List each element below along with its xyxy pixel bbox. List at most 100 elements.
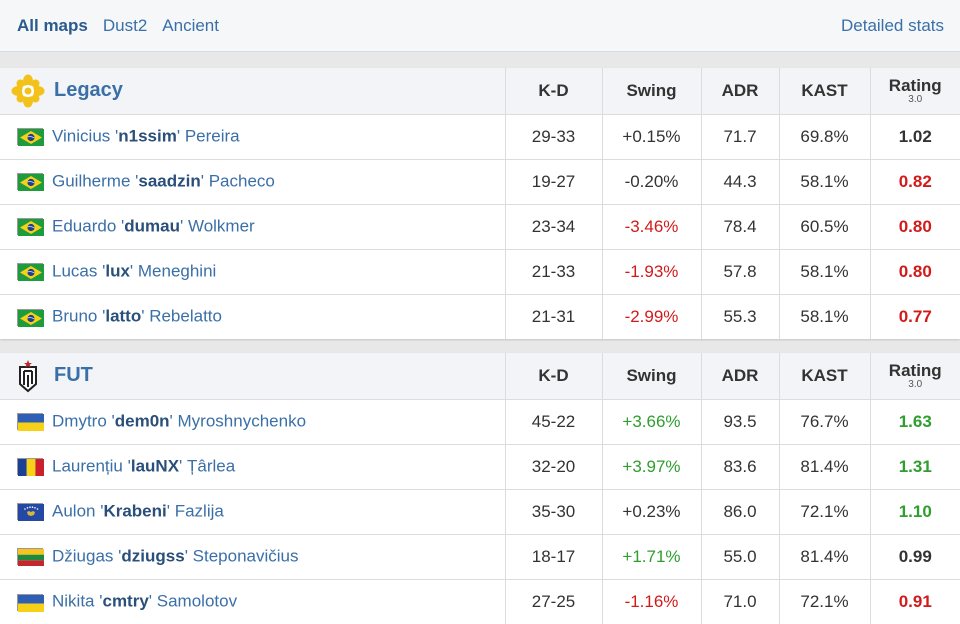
adr-cell: 55.3 <box>701 294 779 339</box>
rating-cell: 1.10 <box>870 489 960 534</box>
player-last-name: ' Meneghini <box>130 262 216 281</box>
kd-cell: 32-20 <box>505 444 602 489</box>
player-nick: lux <box>105 262 130 281</box>
flag-br-icon <box>17 309 43 326</box>
rating-cell: 1.31 <box>870 444 960 489</box>
player-link[interactable]: Aulon 'Krabeni' Fazlija <box>52 502 224 521</box>
col-swing: Swing <box>602 353 701 399</box>
tab-all-maps[interactable]: All maps <box>17 16 88 36</box>
detailed-stats-link[interactable]: Detailed stats <box>841 16 944 36</box>
player-link[interactable]: Vinicius 'n1ssim' Pereira <box>52 127 240 146</box>
flag-br-icon <box>17 263 43 280</box>
kast-cell: 81.4% <box>779 444 870 489</box>
adr-cell: 55.0 <box>701 534 779 579</box>
map-tabs: All maps Dust2 Ancient Detailed stats <box>0 0 960 52</box>
player-nick: cmtry <box>102 592 148 611</box>
player-first-name: Vinicius ' <box>52 127 118 146</box>
col-swing: Swing <box>602 68 701 114</box>
player-link[interactable]: Dmytro 'dem0n' Myroshnychenko <box>52 412 306 431</box>
kd-cell: 18-17 <box>505 534 602 579</box>
swing-cell: +3.97% <box>602 444 701 489</box>
adr-cell: 57.8 <box>701 249 779 294</box>
kd-cell: 21-31 <box>505 294 602 339</box>
table-row: Džiugas 'dziugss' Steponavičius 18-17+1.7… <box>0 534 960 579</box>
player-cell: Džiugas 'dziugss' Steponavičius <box>0 534 505 579</box>
kd-cell: 45-22 <box>505 399 602 444</box>
swing-cell: -0.20% <box>602 159 701 204</box>
legacy-logo-icon <box>10 73 46 109</box>
flag-ua-icon <box>17 413 43 430</box>
kast-cell: 69.8% <box>779 114 870 159</box>
player-first-name: Eduardo ' <box>52 217 124 236</box>
player-last-name: ' Samolotov <box>149 592 237 611</box>
rating-cell: 0.80 <box>870 204 960 249</box>
flag-xk-icon <box>17 503 43 520</box>
kast-cell: 72.1% <box>779 489 870 534</box>
kd-cell: 19-27 <box>505 159 602 204</box>
player-last-name: ' Pereira <box>177 127 240 146</box>
col-kast: KAST <box>779 68 870 114</box>
player-link[interactable]: Bruno 'latto' Rebelatto <box>52 307 222 326</box>
player-cell: Eduardo 'dumau' Wolkmer <box>0 204 505 249</box>
kast-cell: 58.1% <box>779 249 870 294</box>
player-first-name: Guilherme ' <box>52 172 138 191</box>
swing-cell: -3.46% <box>602 204 701 249</box>
fut-logo-icon <box>10 358 46 394</box>
player-cell: Nikita 'cmtry' Samolotov <box>0 579 505 624</box>
player-link[interactable]: Laurențiu 'lauNX' Țârlea <box>52 457 235 476</box>
tab-dust2[interactable]: Dust2 <box>103 16 147 36</box>
player-nick: dziugss <box>121 547 184 566</box>
player-cell: Dmytro 'dem0n' Myroshnychenko <box>0 399 505 444</box>
player-link[interactable]: Džiugas 'dziugss' Steponavičius <box>52 547 299 566</box>
kast-cell: 72.1% <box>779 579 870 624</box>
team-header: FUT <box>0 353 505 399</box>
flag-ua-icon <box>17 594 43 611</box>
player-link[interactable]: Guilherme 'saadzin' Pacheco <box>52 172 275 191</box>
rating-cell: 0.80 <box>870 249 960 294</box>
player-link[interactable]: Lucas 'lux' Meneghini <box>52 262 216 281</box>
player-last-name: ' Wolkmer <box>180 217 255 236</box>
player-link[interactable]: Nikita 'cmtry' Samolotov <box>52 592 237 611</box>
player-first-name: Laurențiu ' <box>52 457 131 476</box>
col-kd: K-D <box>505 353 602 399</box>
kast-cell: 76.7% <box>779 399 870 444</box>
player-first-name: Džiugas ' <box>52 547 121 566</box>
adr-cell: 71.7 <box>701 114 779 159</box>
player-first-name: Aulon ' <box>52 502 103 521</box>
flag-br-icon <box>17 173 43 190</box>
swing-cell: +1.71% <box>602 534 701 579</box>
rating-version: 3.0 <box>871 380 960 390</box>
kast-cell: 58.1% <box>779 294 870 339</box>
kd-cell: 35-30 <box>505 489 602 534</box>
player-nick: Krabeni <box>103 502 166 521</box>
rating-cell: 0.77 <box>870 294 960 339</box>
player-last-name: ' Pacheco <box>201 172 275 191</box>
player-cell: Bruno 'latto' Rebelatto <box>0 294 505 339</box>
player-nick: n1ssim <box>118 127 177 146</box>
player-nick: lauNX <box>131 457 179 476</box>
flag-lt-icon <box>17 548 43 565</box>
player-link[interactable]: Eduardo 'dumau' Wolkmer <box>52 217 255 236</box>
col-kd: K-D <box>505 68 602 114</box>
rating-cell: 0.99 <box>870 534 960 579</box>
team-name[interactable]: Legacy <box>54 79 123 102</box>
kd-cell: 27-25 <box>505 579 602 624</box>
swing-cell: +0.15% <box>602 114 701 159</box>
flag-ro-icon <box>17 458 43 475</box>
player-first-name: Nikita ' <box>52 592 102 611</box>
tab-ancient[interactable]: Ancient <box>162 16 219 36</box>
swing-cell: +3.66% <box>602 399 701 444</box>
rating-label: Rating <box>889 361 942 380</box>
rating-cell: 0.91 <box>870 579 960 624</box>
player-last-name: ' Myroshnychenko <box>170 412 306 431</box>
team-name[interactable]: FUT <box>54 364 93 387</box>
kast-cell: 60.5% <box>779 204 870 249</box>
